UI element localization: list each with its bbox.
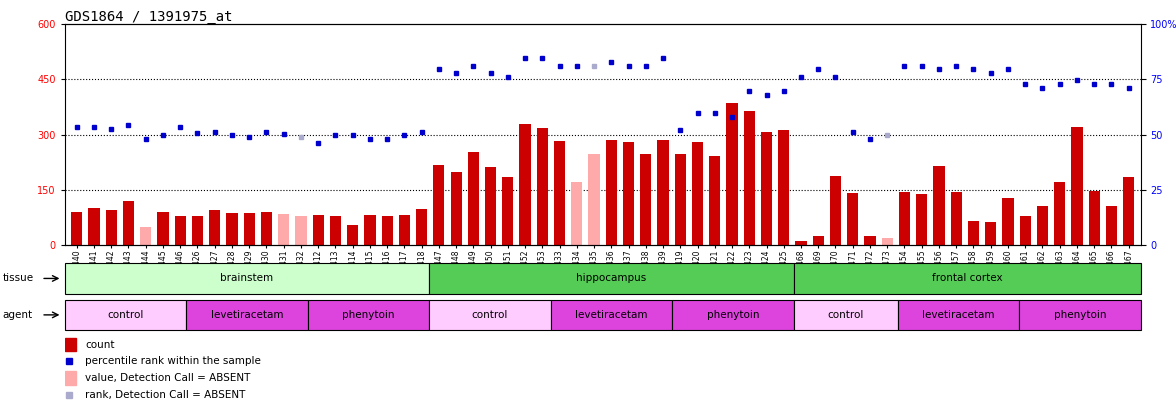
- Text: control: control: [107, 310, 143, 320]
- Text: phenytoin: phenytoin: [342, 310, 395, 320]
- Bar: [968, 221, 980, 245]
- Text: phenytoin: phenytoin: [707, 310, 760, 320]
- Text: control: control: [828, 310, 864, 320]
- Bar: [65, 300, 186, 330]
- Bar: [429, 263, 794, 294]
- Bar: [709, 156, 721, 245]
- Bar: [261, 212, 272, 245]
- Text: value, Detection Call = ABSENT: value, Detection Call = ABSENT: [85, 373, 250, 383]
- Bar: [898, 192, 910, 245]
- Bar: [329, 215, 341, 245]
- Bar: [606, 140, 617, 245]
- Bar: [66, 338, 75, 351]
- Text: rank, Detection Call = ABSENT: rank, Detection Call = ABSENT: [85, 390, 246, 400]
- Text: phenytoin: phenytoin: [1054, 310, 1107, 320]
- Bar: [897, 300, 1020, 330]
- Bar: [365, 215, 375, 245]
- Bar: [433, 165, 445, 245]
- Bar: [158, 212, 168, 245]
- Bar: [1071, 127, 1083, 245]
- Bar: [122, 201, 134, 245]
- Bar: [520, 124, 530, 245]
- Bar: [1002, 198, 1014, 245]
- Bar: [727, 103, 737, 245]
- Bar: [572, 182, 582, 245]
- Text: percentile rank within the sample: percentile rank within the sample: [85, 356, 261, 366]
- Bar: [226, 213, 238, 245]
- Bar: [450, 172, 462, 245]
- Bar: [106, 210, 116, 245]
- Bar: [657, 140, 669, 245]
- Text: hippocampus: hippocampus: [576, 273, 647, 283]
- Bar: [934, 166, 944, 245]
- Bar: [295, 216, 307, 245]
- Bar: [794, 263, 1141, 294]
- Text: GDS1864 / 1391975_at: GDS1864 / 1391975_at: [65, 10, 232, 24]
- Bar: [1089, 191, 1100, 245]
- Bar: [761, 132, 773, 245]
- Bar: [550, 300, 673, 330]
- Bar: [882, 238, 893, 245]
- Bar: [66, 371, 75, 385]
- Bar: [691, 142, 703, 245]
- Text: count: count: [85, 339, 115, 350]
- Bar: [830, 176, 841, 245]
- Bar: [1054, 183, 1065, 245]
- Bar: [813, 236, 824, 245]
- Bar: [794, 300, 897, 330]
- Text: tissue: tissue: [2, 273, 33, 283]
- Bar: [209, 210, 220, 245]
- Bar: [864, 236, 876, 245]
- Bar: [429, 300, 550, 330]
- Text: levetiracetam: levetiracetam: [922, 310, 995, 320]
- Bar: [71, 212, 82, 245]
- Bar: [502, 177, 514, 245]
- Bar: [1105, 207, 1117, 245]
- Text: levetiracetam: levetiracetam: [575, 310, 648, 320]
- Bar: [675, 154, 686, 245]
- Bar: [1123, 177, 1135, 245]
- Bar: [588, 154, 600, 245]
- Bar: [381, 215, 393, 245]
- Bar: [278, 214, 289, 245]
- Bar: [554, 141, 566, 245]
- Bar: [1037, 207, 1048, 245]
- Text: brainstem: brainstem: [220, 273, 274, 283]
- Bar: [243, 213, 255, 245]
- Bar: [313, 215, 323, 245]
- Bar: [308, 300, 429, 330]
- Text: levetiracetam: levetiracetam: [211, 310, 283, 320]
- Bar: [186, 300, 308, 330]
- Bar: [192, 215, 203, 245]
- Bar: [468, 152, 479, 245]
- Bar: [485, 167, 496, 245]
- Bar: [1020, 300, 1141, 330]
- Bar: [916, 194, 928, 245]
- Bar: [985, 222, 996, 245]
- Text: frontal cortex: frontal cortex: [931, 273, 1002, 283]
- Bar: [140, 227, 152, 245]
- Bar: [65, 263, 429, 294]
- Bar: [399, 215, 410, 245]
- Bar: [847, 193, 858, 245]
- Text: agent: agent: [2, 310, 33, 320]
- Bar: [1020, 215, 1031, 245]
- Bar: [347, 225, 359, 245]
- Bar: [743, 111, 755, 245]
- Bar: [174, 216, 186, 245]
- Bar: [779, 130, 789, 245]
- Bar: [416, 209, 427, 245]
- Bar: [623, 142, 634, 245]
- Text: control: control: [472, 310, 508, 320]
- Bar: [640, 154, 652, 245]
- Bar: [795, 241, 807, 245]
- Bar: [950, 192, 962, 245]
- Bar: [673, 300, 794, 330]
- Bar: [88, 208, 100, 245]
- Bar: [536, 128, 548, 245]
